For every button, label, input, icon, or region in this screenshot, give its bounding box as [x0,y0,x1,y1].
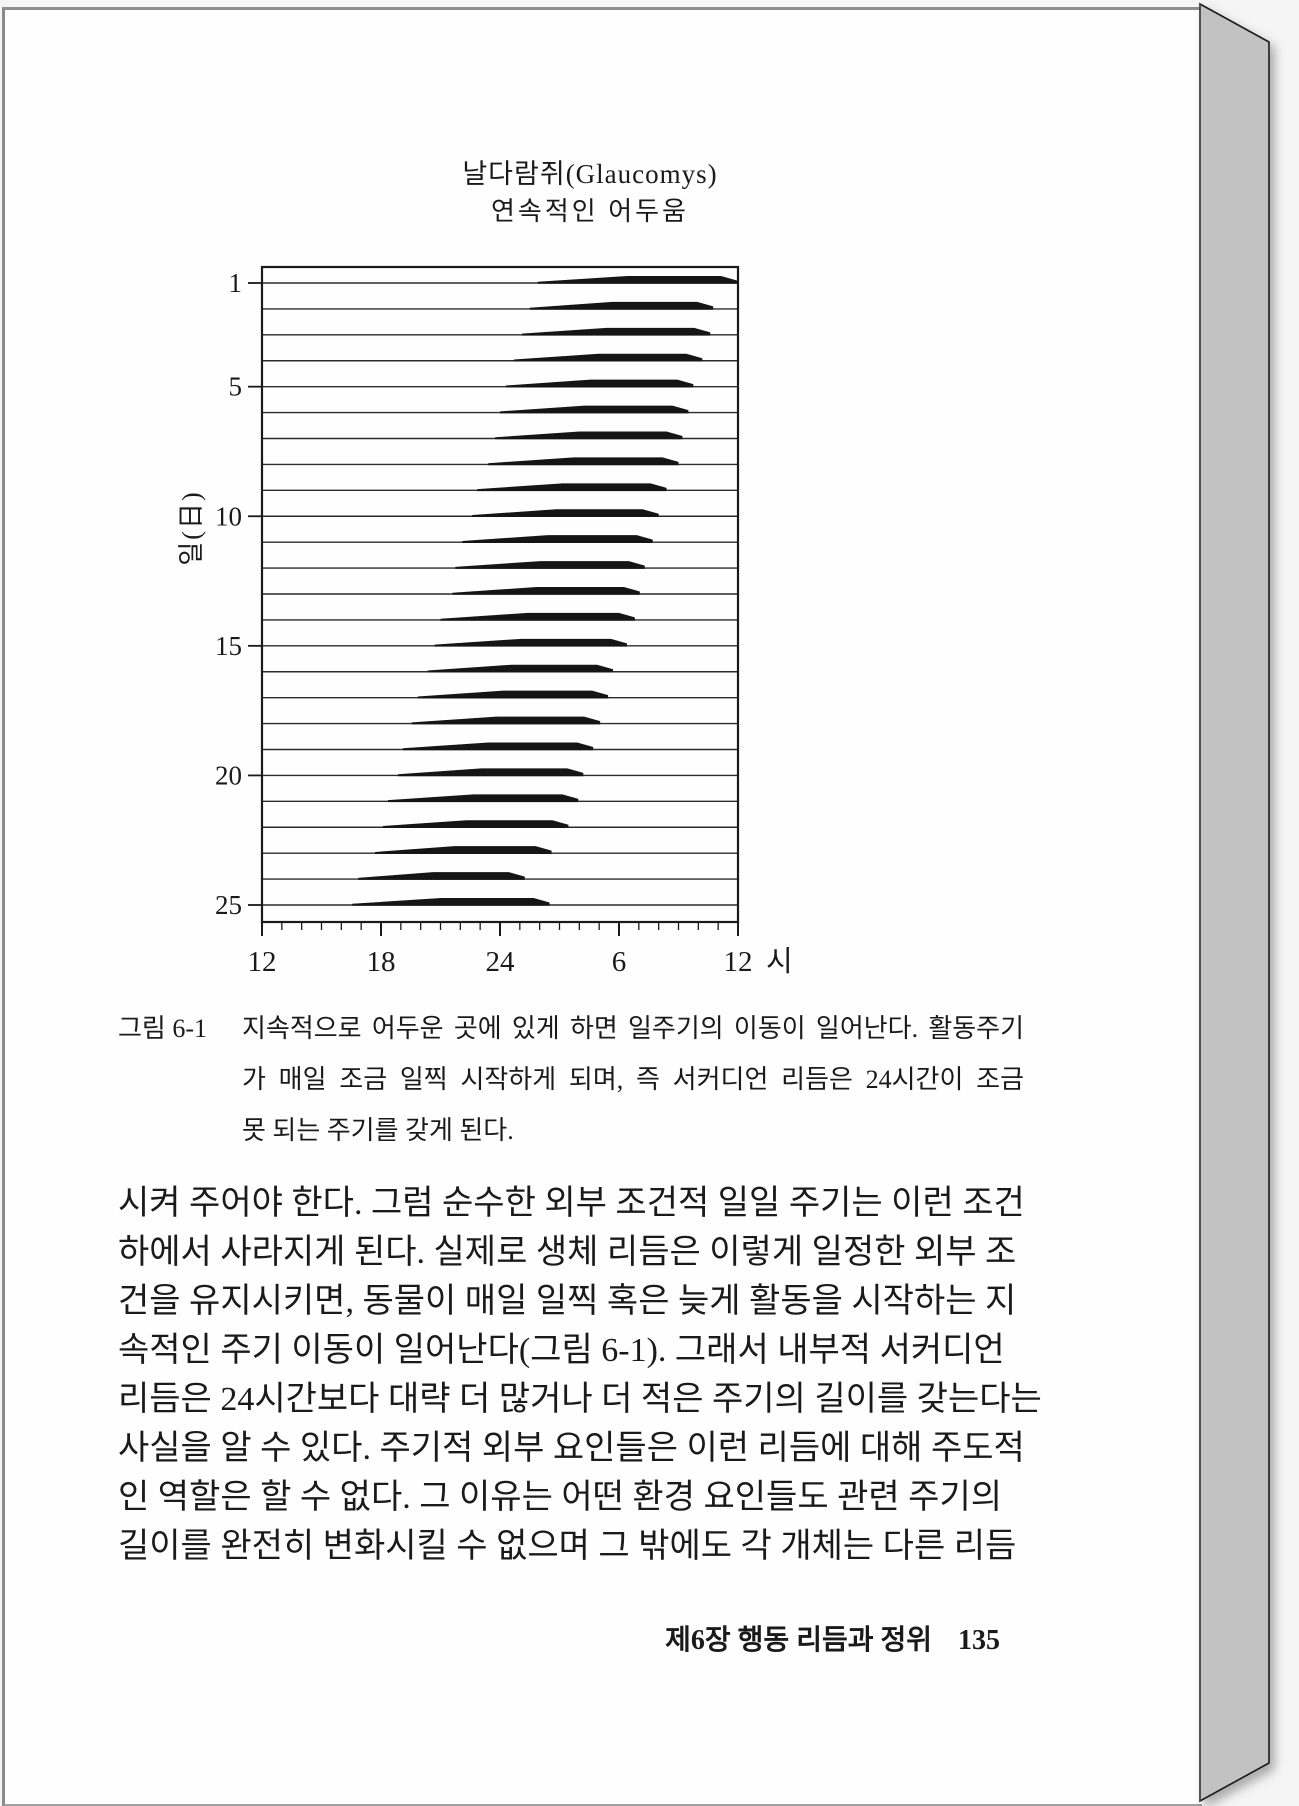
running-footer: 제6장 행동 리듬과 정위 135 [118,1618,1000,1658]
activity-bar [529,301,714,310]
activity-bar [477,483,667,492]
activity-bar [387,794,579,803]
activity-bar [521,327,711,336]
page: 날다람쥐(Glaucomys) 연속적인 어두움 1 5 10 15 20 25 12 18 2… [2,7,1202,1806]
y-tick-label: 10 [215,501,242,531]
y-tick-label: 25 [215,890,242,920]
y-tick-label: 15 [215,631,242,661]
activity-bar [352,898,550,906]
activity-bar [375,846,552,854]
chart-title: 날다람쥐(Glaucomys) [462,159,718,189]
activity-bar [495,431,683,440]
activity-bar [382,820,569,829]
caption-line: 가 매일 조금 일찍 시작하게 되며, 즉 서커디언 리듬은 24시간이 조금 [242,1065,1024,1094]
activity-bar [397,768,584,777]
activity-bar [358,872,525,880]
book-fore-edge [1199,2,1270,1803]
chart-subtitle: 연속적인 어두움 [491,197,689,226]
y-tick-label: 5 [229,372,243,402]
body-line: 길이를 완전히 변화시킬 수 없으며 그 밖에도 각 개체는 다른 리듬 [118,1528,1017,1565]
page-number: 135 [958,1625,1000,1656]
body-line: 사실을 알 수 있다. 주기적 외부 요인들은 이런 리듬에 대해 주도적 [118,1430,1025,1467]
y-tick-label: 1 [229,268,243,298]
body-line: 속적인 주기 이동이 일어난다(그림 6-1). 그래서 내부적 서커디언 [118,1332,1005,1369]
x-tick-label: 12 [724,946,753,978]
activity-bar [417,690,609,699]
body-line: 인 역할은 할 수 없다. 그 이유는 어떤 환경 요인들도 관련 주기의 [118,1479,1002,1516]
x-tick-label: 18 [367,946,396,978]
activity-bar [434,638,627,647]
x-tick-label: 6 [612,946,627,978]
y-axis-title: 일(日) [177,490,206,565]
activity-bar [440,612,635,621]
activity-bar [513,353,703,362]
x-axis-unit-label: 시 [766,946,793,978]
x-tick-label: 24 [486,946,516,978]
activity-bar [452,587,640,595]
activity-bar [462,535,653,543]
activity-bar [488,457,679,466]
caption-label: 그림 6-1 [118,1014,207,1043]
caption-line: 못 되는 주기를 갖게 된다. [242,1116,514,1145]
y-tick-label: 20 [215,760,242,790]
activity-bar [402,742,594,751]
body-line: 건을 유지시키면, 동물이 매일 일찍 혹은 늦게 활동을 시작하는 지 [118,1283,1017,1320]
activity-bar [411,716,601,725]
activity-bar [455,561,645,569]
activity-bar [472,509,659,518]
body-line: 리듬은 24시간보다 대략 더 많거나 더 적은 주기의 길이를 갖는다는 [118,1381,1042,1418]
body-line: 하에서 사라지게 된다. 실제로 생체 리듬은 이렇게 일정한 외부 조 [118,1234,1017,1271]
activity-bar [500,405,689,414]
chart-title-block: 날다람쥐(Glaucomys) 연속적인 어두움 [290,156,890,230]
caption-line: 지속적으로 어두운 곳에 있게 하면 일주기의 이동이 일어난다. 활동주기 [242,1014,1024,1043]
activity-bar [537,276,738,284]
activity-bar [505,379,694,388]
x-tick-label: 12 [248,946,277,978]
activity-bar [427,664,614,673]
footer-chapter: 제6장 행동 리듬과 정위 [665,1625,932,1656]
body-line: 시켜 주어야 한다. 그럼 순수한 외부 조건적 일일 주기는 이런 조건 [118,1185,1025,1222]
